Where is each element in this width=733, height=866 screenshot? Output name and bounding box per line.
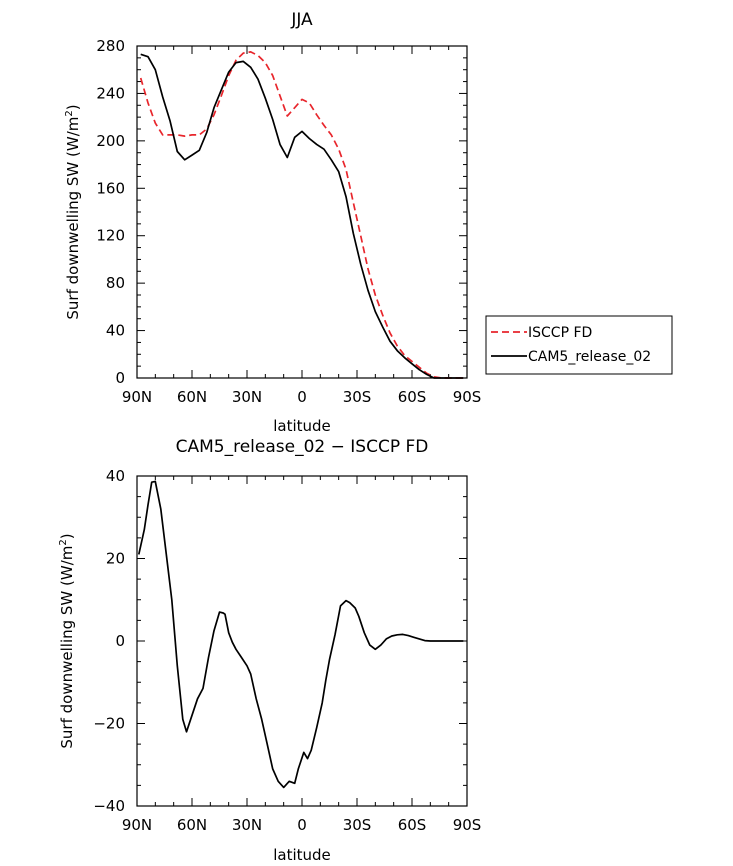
top-x-tick-label: 0 xyxy=(297,388,307,406)
bottom-y-tick-label: 0 xyxy=(115,632,125,650)
bottom-x-axis-label: latitude xyxy=(273,846,331,864)
top-x-tick-label: 30N xyxy=(232,388,262,406)
bottom-x-tick-label: 0 xyxy=(297,816,307,834)
bottom-x-tick-label: 30S xyxy=(343,816,372,834)
bottom-axes: 90N 60N 30N 0 30S 60S 90S −40 −20 0 20 40 xyxy=(93,467,481,834)
top-y-tick-label: 160 xyxy=(96,179,125,197)
bottom-y-tick-label: 20 xyxy=(106,550,125,568)
top-x-tick-label: 60N xyxy=(177,388,207,406)
top-series-line-1 xyxy=(140,53,464,379)
bottom-y-axis-label: Surf downwelling SW (W/m2) xyxy=(58,533,76,748)
top-y-tick-label: 120 xyxy=(96,227,125,245)
bottom-x-tick-label: 90N xyxy=(122,816,152,834)
bottom-series-line-0 xyxy=(137,480,464,789)
top-x-tick-label: 30S xyxy=(343,388,372,406)
top-y-tick-label: 200 xyxy=(96,132,125,150)
top-y-tick-label: 0 xyxy=(115,369,125,387)
top-chart-title: JJA xyxy=(290,10,313,30)
top-plot-frame xyxy=(136,45,468,379)
top-series xyxy=(139,51,464,379)
bottom-x-tick-label: 60S xyxy=(398,816,427,834)
bottom-x-tick-label: 30N xyxy=(232,816,262,834)
legend-label-isccp: ISCCP FD xyxy=(528,325,592,341)
top-x-tick-label: 90N xyxy=(122,388,152,406)
bottom-panel: CAM5_release_02 − ISCCP FD 90N 60N 30N 0 30S… xyxy=(58,437,481,864)
top-y-axis-label: Surf downwelling SW (W/m2) xyxy=(64,104,82,319)
bottom-y-tick-label: 40 xyxy=(106,467,125,485)
legend-label-cam5: CAM5_release_02 xyxy=(528,349,651,365)
bottom-y-tick-label: −20 xyxy=(93,715,125,733)
top-y-tick-label: 240 xyxy=(96,84,125,102)
legend-box xyxy=(485,315,673,375)
top-y-tick-label: 40 xyxy=(106,322,125,340)
top-x-tick-label: 90S xyxy=(453,388,482,406)
bottom-x-tick-label: 60N xyxy=(177,816,207,834)
bottom-y-tick-label: −40 xyxy=(93,797,125,815)
bottom-chart-title: CAM5_release_02 − ISCCP FD xyxy=(176,437,429,457)
bottom-series xyxy=(137,480,464,789)
top-x-tick-label: 60S xyxy=(398,388,427,406)
top-legend: ISCCP FD CAM5_release_02 xyxy=(485,315,673,375)
bottom-x-tick-label: 90S xyxy=(453,816,482,834)
top-axes: 90N 60N 30N 0 30S 60S 90S 0 40 80 120 160 200 240 280 xyxy=(96,37,481,406)
top-y-tick-label: 80 xyxy=(106,274,125,292)
top-x-axis-label: latitude xyxy=(273,417,331,435)
top-panel: JJA 90N 60N 30N 0 30S 60S 90S 0 40 80 120 160 200 240… xyxy=(64,10,673,435)
top-y-tick-label: 280 xyxy=(96,37,125,55)
top-series-line-0 xyxy=(139,51,464,379)
